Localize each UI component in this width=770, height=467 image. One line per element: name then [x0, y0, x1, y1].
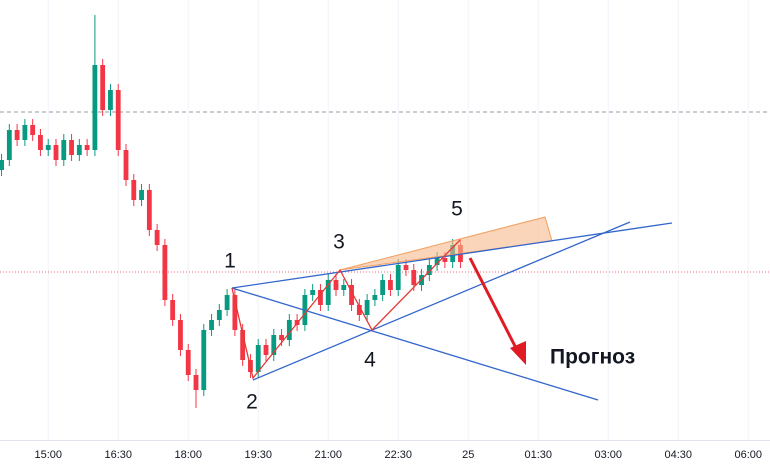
candle-body: [84, 145, 90, 150]
candle-body: [240, 330, 246, 360]
candle-body: [403, 265, 409, 270]
candle-body: [349, 285, 354, 305]
candles: [0, 15, 463, 408]
point-label: 4: [364, 349, 376, 372]
candle-body: [372, 295, 378, 300]
candle-body: [22, 125, 28, 140]
x-tick-label: 22:30: [384, 449, 412, 461]
candle-body: [0, 160, 4, 170]
candle-body: [209, 320, 214, 330]
x-tick-label: 18:00: [174, 449, 202, 461]
point-label: 3: [333, 231, 345, 254]
candle-body: [380, 280, 386, 295]
x-tick-label: 19:30: [244, 449, 272, 461]
candle-body: [310, 290, 316, 295]
candle-body: [325, 280, 331, 305]
candle-body: [232, 295, 238, 330]
candle-body: [185, 350, 191, 375]
candle-body: [411, 270, 417, 285]
candle-body: [341, 285, 347, 290]
x-tick-label: 25: [462, 449, 474, 461]
x-tick-label: 04:30: [664, 449, 692, 461]
candle-body: [395, 265, 401, 290]
candle-body: [286, 320, 292, 340]
candle-body: [279, 335, 284, 340]
wave-line: [231, 239, 461, 380]
candle-body: [426, 265, 432, 275]
candle-body: [271, 335, 277, 355]
x-tick-label: 01:30: [524, 449, 552, 461]
candle-body: [216, 310, 222, 320]
candle-body: [30, 125, 36, 135]
candle-body: [170, 300, 176, 320]
candle-body: [193, 375, 199, 390]
candle-body: [224, 295, 230, 310]
candle-body: [442, 258, 448, 262]
candle-body: [201, 330, 207, 390]
upper-line: [231, 222, 673, 289]
candle-body: [14, 130, 20, 140]
candle-body: [131, 180, 137, 200]
candle-body: [434, 258, 440, 265]
candle-body: [154, 230, 160, 245]
candle-body: [45, 145, 51, 150]
grid: [47, 0, 749, 440]
x-tick-label: 03:00: [594, 449, 622, 461]
arrow-head: [510, 341, 526, 365]
candle-body: [108, 90, 113, 110]
candle-body: [364, 300, 370, 315]
candle-body: [255, 345, 261, 372]
candle-body: [356, 305, 362, 315]
candle-body: [162, 245, 168, 300]
trend-lines: [231, 221, 673, 401]
candle-body: [92, 65, 98, 150]
candle-body: [69, 140, 74, 155]
forecast-label: Прогноз: [550, 346, 635, 369]
candle-body: [61, 140, 67, 160]
candle-body: [318, 290, 323, 305]
x-tick-label: 15:00: [34, 449, 62, 461]
candle-body: [38, 135, 43, 150]
x-tick-label: 21:00: [314, 449, 342, 461]
x-tick-label: 06:00: [734, 449, 762, 461]
candle-body: [178, 320, 183, 350]
candle-body: [100, 65, 106, 110]
candle-body: [263, 345, 269, 355]
candle-body: [53, 145, 59, 160]
point-label: 1: [224, 250, 236, 273]
diagonal-line: [231, 287, 599, 401]
candle-body: [388, 280, 393, 290]
candle-body: [76, 145, 82, 155]
candle-body: [333, 280, 339, 290]
candle-body: [123, 150, 129, 180]
candle-body: [139, 190, 144, 200]
forecast-arrow: [468, 257, 519, 351]
candle-body: [115, 90, 121, 150]
point-label: 2: [246, 391, 258, 414]
wedge-zone: [339, 216, 553, 271]
x-axis-labels: 15:00 16:30 18:00 19:30 21:00 22:30 25 01:30 03:…: [34, 449, 762, 461]
lower-line: [252, 221, 631, 381]
point-label: 5: [451, 198, 463, 221]
x-tick-label: 16:30: [104, 449, 132, 461]
candle-body: [6, 130, 12, 160]
candle-body: [146, 190, 152, 230]
